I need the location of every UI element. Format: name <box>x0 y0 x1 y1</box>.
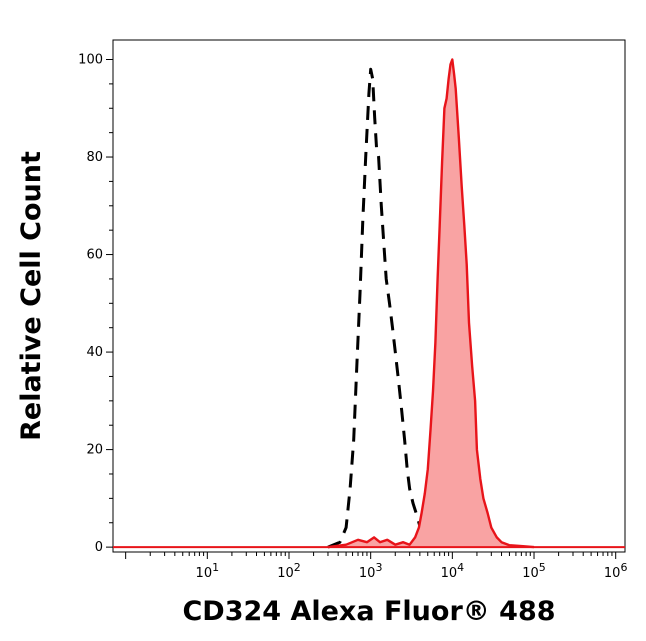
x-tick-label: 102 <box>277 561 301 581</box>
x-axis-title: CD324 Alexa Fluor® 488 <box>182 596 555 627</box>
y-axis: 0 20 40 60 80 100 <box>78 53 113 555</box>
y-tick-label: 40 <box>86 345 103 360</box>
y-tick-label: 0 <box>95 540 103 555</box>
x-tick-label: 101 <box>196 561 220 581</box>
y-tick-label: 80 <box>86 150 103 165</box>
y-tick-label: 60 <box>86 248 103 263</box>
plot-frame <box>112 39 626 553</box>
series-layer <box>113 58 625 549</box>
y-tick-label: 100 <box>78 53 103 68</box>
y-tick-label: 20 <box>86 443 103 458</box>
series-1-fill <box>328 59 534 548</box>
x-axis: 101 102 103 104 105 106 <box>125 552 628 581</box>
x-tick-label: 103 <box>359 561 383 581</box>
x-tick-label: 104 <box>441 561 465 581</box>
x-tick-label: 105 <box>522 561 546 581</box>
x-tick-label: 106 <box>604 561 628 581</box>
y-axis-title: Relative Cell Count <box>16 151 47 441</box>
series-1-line <box>327 58 535 549</box>
